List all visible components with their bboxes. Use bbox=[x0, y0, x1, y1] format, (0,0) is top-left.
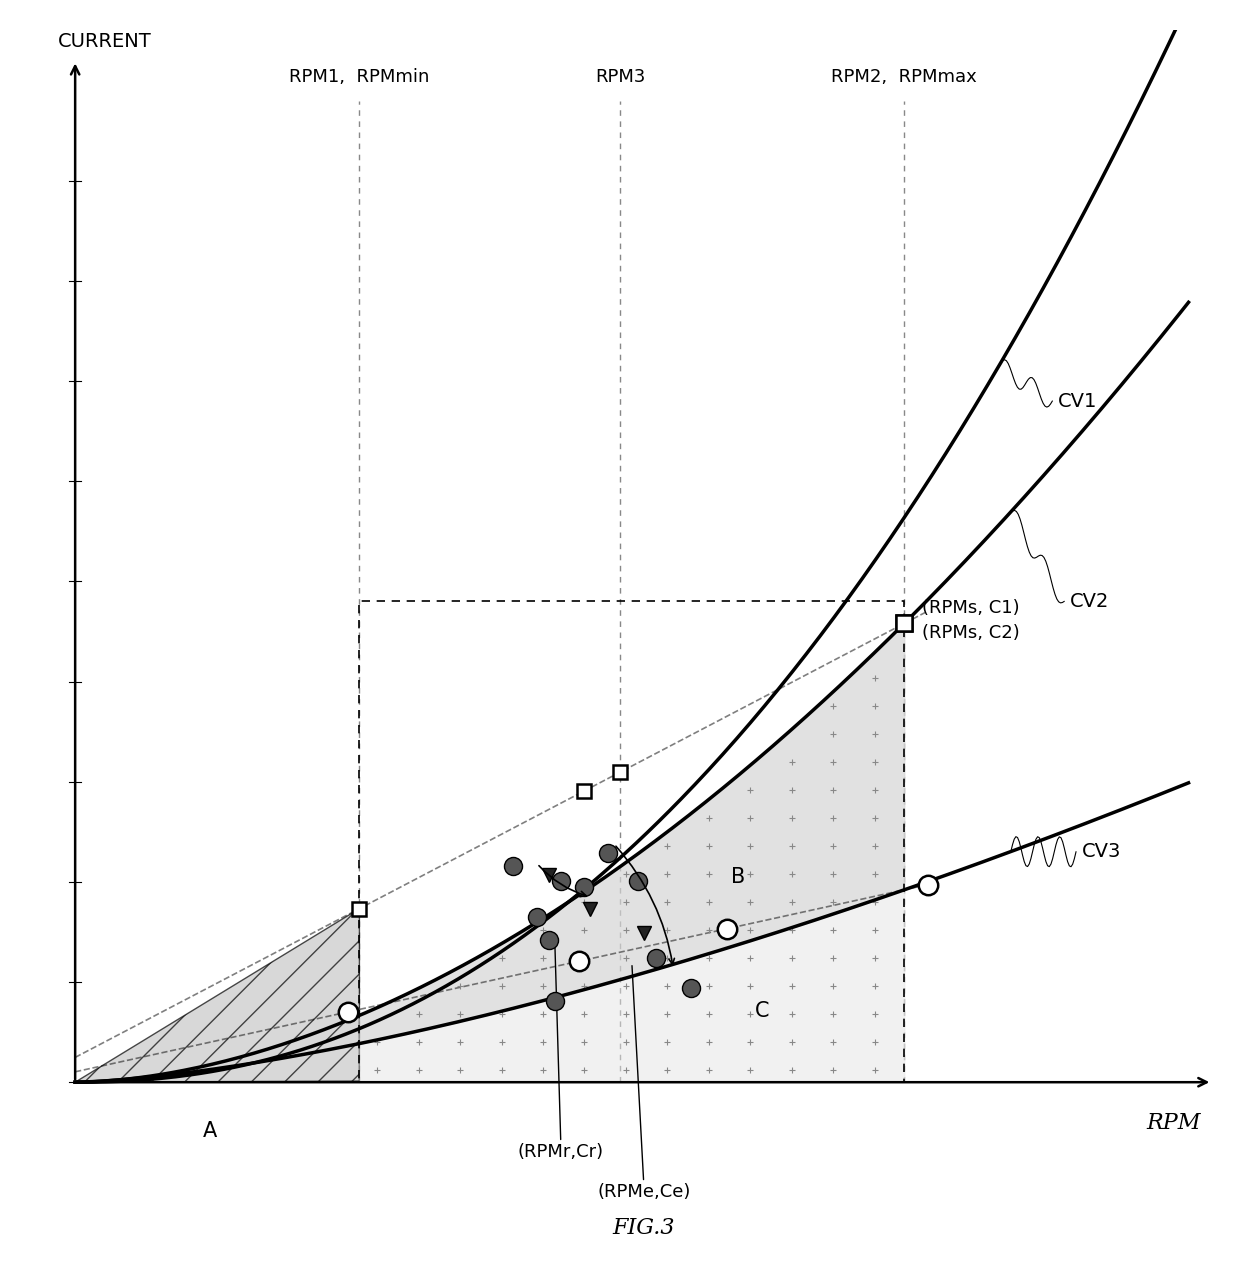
Text: CURRENT: CURRENT bbox=[57, 32, 151, 51]
Text: (RPMe,Ce): (RPMe,Ce) bbox=[596, 1184, 691, 1201]
Text: FIG.3: FIG.3 bbox=[613, 1218, 675, 1240]
Text: RPM3: RPM3 bbox=[595, 67, 645, 85]
Polygon shape bbox=[76, 908, 360, 1082]
Bar bbox=[360, 601, 904, 1082]
Text: A: A bbox=[203, 1121, 217, 1142]
Text: (RPMr,Cr): (RPMr,Cr) bbox=[518, 1143, 604, 1161]
Text: C: C bbox=[755, 1001, 769, 1021]
Text: CV2: CV2 bbox=[1070, 592, 1110, 611]
Text: B: B bbox=[732, 866, 745, 886]
Text: CV3: CV3 bbox=[1083, 842, 1121, 861]
Text: CV1: CV1 bbox=[1058, 391, 1097, 410]
Text: RPM1,  RPMmin: RPM1, RPMmin bbox=[289, 67, 429, 85]
Text: (RPMs, C2): (RPMs, C2) bbox=[923, 625, 1019, 643]
Text: RPM2,  RPMmax: RPM2, RPMmax bbox=[831, 67, 977, 85]
Text: (RPMs, C1): (RPMs, C1) bbox=[923, 599, 1019, 617]
Text: RPM: RPM bbox=[1146, 1113, 1200, 1134]
